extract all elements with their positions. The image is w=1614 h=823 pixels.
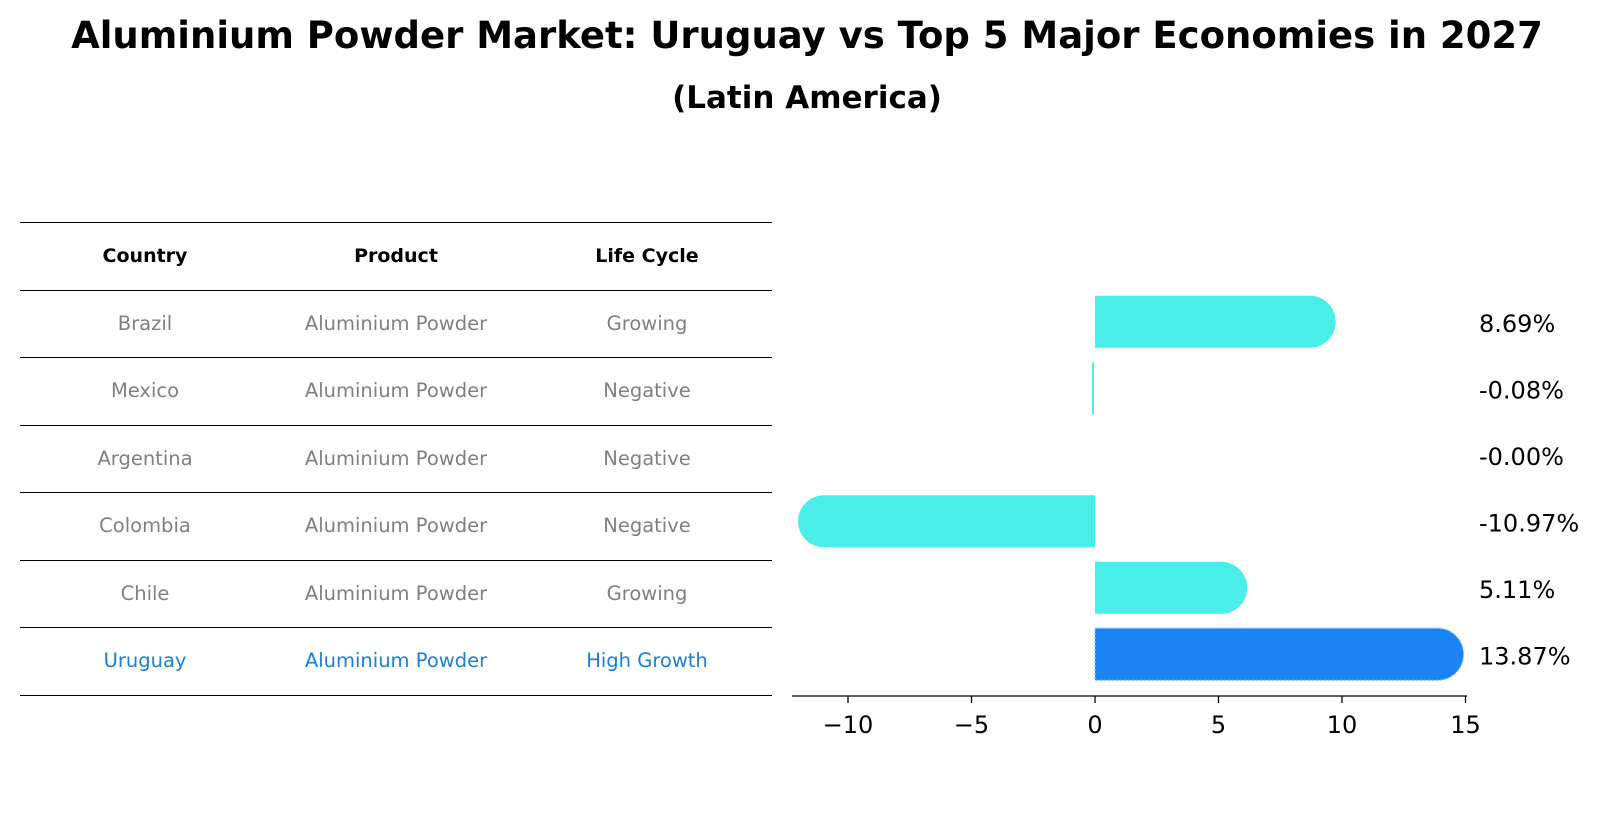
cell-product: Aluminium Powder — [304, 581, 488, 605]
cell-product: Aluminium Powder — [304, 649, 488, 672]
bar — [798, 495, 1095, 548]
cell-life-cycle: Negative — [603, 379, 691, 402]
value-label: 8.69% — [1479, 310, 1555, 338]
value-label: 5.11% — [1479, 576, 1555, 604]
x-tick-label: −10 — [823, 711, 874, 739]
cell-product: Aluminium Powder — [304, 379, 488, 402]
chart-title: Aluminium Powder Market: Uruguay vs Top … — [71, 14, 1543, 57]
x-tick-label: 10 — [1327, 711, 1358, 739]
cell-life-cycle: Negative — [603, 446, 691, 470]
cell-country: Mexico — [110, 379, 180, 402]
cell-country: Chile — [120, 581, 170, 605]
bar — [1095, 561, 1248, 614]
header-country: Country — [102, 245, 188, 267]
cell-country: Argentina — [97, 446, 193, 470]
bar-highlighted — [1094, 627, 1465, 681]
table-header-row: Country Product Life Cycle — [20, 222, 772, 290]
cell-country: Uruguay — [103, 649, 187, 672]
header-product: Product — [354, 245, 438, 267]
cell-product: Aluminium Powder — [304, 446, 488, 470]
x-tick-label: 5 — [1211, 711, 1226, 739]
table-row: Brazil Aluminium Powder Growing — [20, 289, 772, 358]
cell-life-cycle: High Growth — [586, 649, 708, 672]
cell-country: Colombia — [99, 514, 191, 537]
cell-life-cycle: Negative — [603, 514, 691, 537]
table-row-highlighted: Uruguay Aluminium Powder High Growth — [20, 627, 772, 696]
header-life-cycle: Life Cycle — [595, 245, 699, 267]
cell-country: Brazil — [117, 311, 173, 335]
bar — [1092, 362, 1095, 415]
country-table: Country Product Life Cycle Brazil Alumin… — [20, 222, 772, 696]
cell-life-cycle: Growing — [606, 581, 688, 605]
cell-product: Aluminium Powder — [304, 311, 488, 335]
x-tick-label: 15 — [1450, 711, 1481, 739]
value-label: -0.08% — [1479, 376, 1564, 404]
cell-product: Aluminium Powder — [304, 514, 488, 537]
cell-life-cycle: Growing — [606, 311, 688, 335]
x-tick-label: 0 — [1087, 711, 1102, 739]
table-row: Colombia Aluminium Powder Negative — [20, 492, 772, 560]
table-row: Mexico Aluminium Powder Negative — [20, 357, 772, 425]
value-label: -0.00% — [1479, 443, 1564, 471]
table-row: Chile Aluminium Powder Growing — [20, 559, 772, 628]
bar — [1095, 295, 1336, 348]
chart-subtitle: (Latin America) — [672, 80, 942, 116]
table-row: Argentina Aluminium Powder Negative — [20, 424, 772, 493]
x-tick-label: −5 — [954, 711, 989, 739]
value-label: -10.97% — [1479, 509, 1579, 537]
value-label: 13.87% — [1479, 642, 1571, 670]
